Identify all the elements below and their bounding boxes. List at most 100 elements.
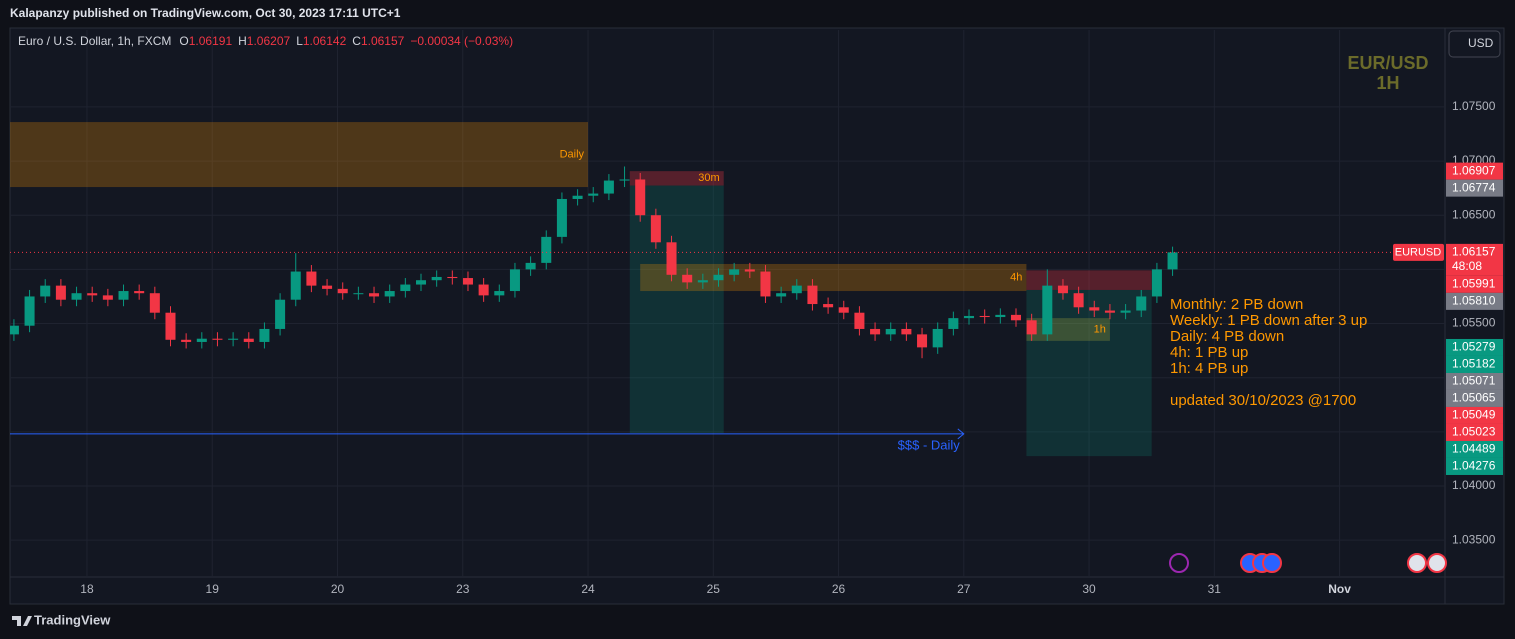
- candle-body: [729, 269, 740, 275]
- x-tick-label: 30: [1082, 582, 1096, 596]
- zone-label: Daily: [560, 148, 585, 160]
- legend-value: 1.06157: [361, 34, 405, 48]
- candle-body: [885, 328, 896, 335]
- legend-value: 1.06191: [189, 34, 233, 48]
- candle-body: [917, 334, 928, 348]
- note: Weekly: 1 PB down after 3 up: [1170, 312, 1367, 329]
- candle-body: [40, 285, 51, 297]
- note: updated 30/10/2023 @1700: [1170, 392, 1356, 409]
- x-tick-label: 19: [206, 582, 220, 596]
- candle-body: [462, 278, 473, 285]
- candle-body: [447, 276, 458, 279]
- candle-body: [823, 304, 834, 308]
- price-label: 1.05071: [1452, 374, 1496, 388]
- brand: TradingView: [34, 612, 111, 627]
- current-price-box: [1446, 243, 1503, 276]
- grid: [10, 30, 1445, 577]
- candle-body: [384, 291, 395, 297]
- price-label: 1.06774: [1452, 180, 1496, 194]
- candle-body: [572, 195, 583, 199]
- price-label-box: [1446, 275, 1503, 293]
- y-tick-label: 1.03500: [1452, 532, 1496, 546]
- price-label-box: [1446, 389, 1503, 407]
- legend-value: 1.06207: [247, 34, 291, 48]
- level-label: $$$ - Daily: [898, 437, 961, 452]
- candle-body: [24, 296, 35, 326]
- currency-label[interactable]: USD: [1468, 36, 1494, 50]
- legend: Euro / U.S. Dollar, 1h, FXCM O1.06191 H1.0…: [18, 34, 513, 48]
- candle-body: [55, 285, 66, 300]
- y-tick-label: 1.07500: [1452, 99, 1496, 113]
- candle-body: [870, 328, 881, 335]
- candle-body: [995, 314, 1006, 318]
- candle-body: [1167, 252, 1178, 270]
- symbol-tag: [1393, 243, 1444, 261]
- price-label: 1.04276: [1452, 459, 1496, 473]
- price-label: 1.05023: [1452, 425, 1496, 439]
- candle-body: [979, 315, 990, 318]
- price-label-box: [1446, 162, 1503, 180]
- candle-body: [400, 284, 411, 292]
- candle-body: [149, 293, 160, 313]
- current-price-label: 1.06157: [1452, 245, 1496, 259]
- candle-body: [290, 271, 301, 300]
- candle-body: [275, 299, 286, 329]
- zone-label: 30m: [698, 172, 719, 184]
- chart-panel: [9, 27, 1505, 605]
- candle-body: [791, 285, 802, 294]
- candle-body: [760, 271, 771, 297]
- y-tick-label: 1.05500: [1452, 316, 1496, 330]
- legend-key: H: [238, 34, 247, 48]
- candle-body: [948, 318, 959, 329]
- candle-body: [901, 328, 912, 335]
- candle-body: [1057, 285, 1068, 294]
- candle-body: [838, 307, 849, 313]
- candle-body: [10, 325, 19, 335]
- candle-body: [541, 236, 552, 263]
- price-label-box: [1446, 440, 1503, 458]
- candle-body: [1151, 269, 1162, 297]
- event-icon[interactable]: [1407, 553, 1427, 573]
- note: Daily: 4 PB down: [1170, 328, 1284, 345]
- note: 4h: 1 PB up: [1170, 344, 1248, 361]
- candle-body: [337, 288, 348, 294]
- candle-body: [964, 315, 975, 319]
- x-tick-label: 23: [456, 582, 470, 596]
- candle-body: [415, 280, 427, 285]
- candle-body: [494, 291, 505, 296]
- candle-body: [431, 276, 442, 281]
- event-icon[interactable]: [1427, 553, 1447, 573]
- price-label: 1.05182: [1452, 357, 1496, 371]
- candle-body: [478, 284, 489, 296]
- currency-button[interactable]: [1448, 30, 1501, 58]
- candle-body: [1042, 285, 1053, 335]
- y-tick-label: 1.06500: [1452, 207, 1496, 221]
- candle-body: [71, 293, 82, 300]
- candle-body: [1120, 310, 1131, 313]
- candle-body: [697, 280, 708, 283]
- event-icon[interactable]: [1169, 553, 1189, 573]
- symbol-label: EURUSD: [1395, 246, 1442, 258]
- price-label-box: [1446, 338, 1503, 356]
- watermark: EUR/USD: [1347, 53, 1428, 73]
- y-tick-label: 1.04000: [1452, 478, 1496, 492]
- candle-body: [322, 285, 333, 289]
- x-tick-label: 26: [832, 582, 846, 596]
- candle-body: [353, 293, 364, 295]
- x-tick-label: 18: [80, 582, 94, 596]
- candle-body: [369, 293, 380, 297]
- zone: [640, 263, 1027, 292]
- candle-body: [1010, 314, 1021, 321]
- legend-key: O: [179, 34, 188, 48]
- event-icon[interactable]: [1262, 553, 1282, 573]
- price-label: 1.04489: [1452, 442, 1496, 456]
- candle-body: [619, 179, 630, 181]
- candle-body: [556, 198, 567, 237]
- countdown: 48:08: [1452, 259, 1482, 273]
- candle-body: [682, 274, 693, 283]
- level-arrow: [957, 428, 965, 440]
- candle-body: [525, 262, 536, 270]
- candle-body: [854, 312, 865, 329]
